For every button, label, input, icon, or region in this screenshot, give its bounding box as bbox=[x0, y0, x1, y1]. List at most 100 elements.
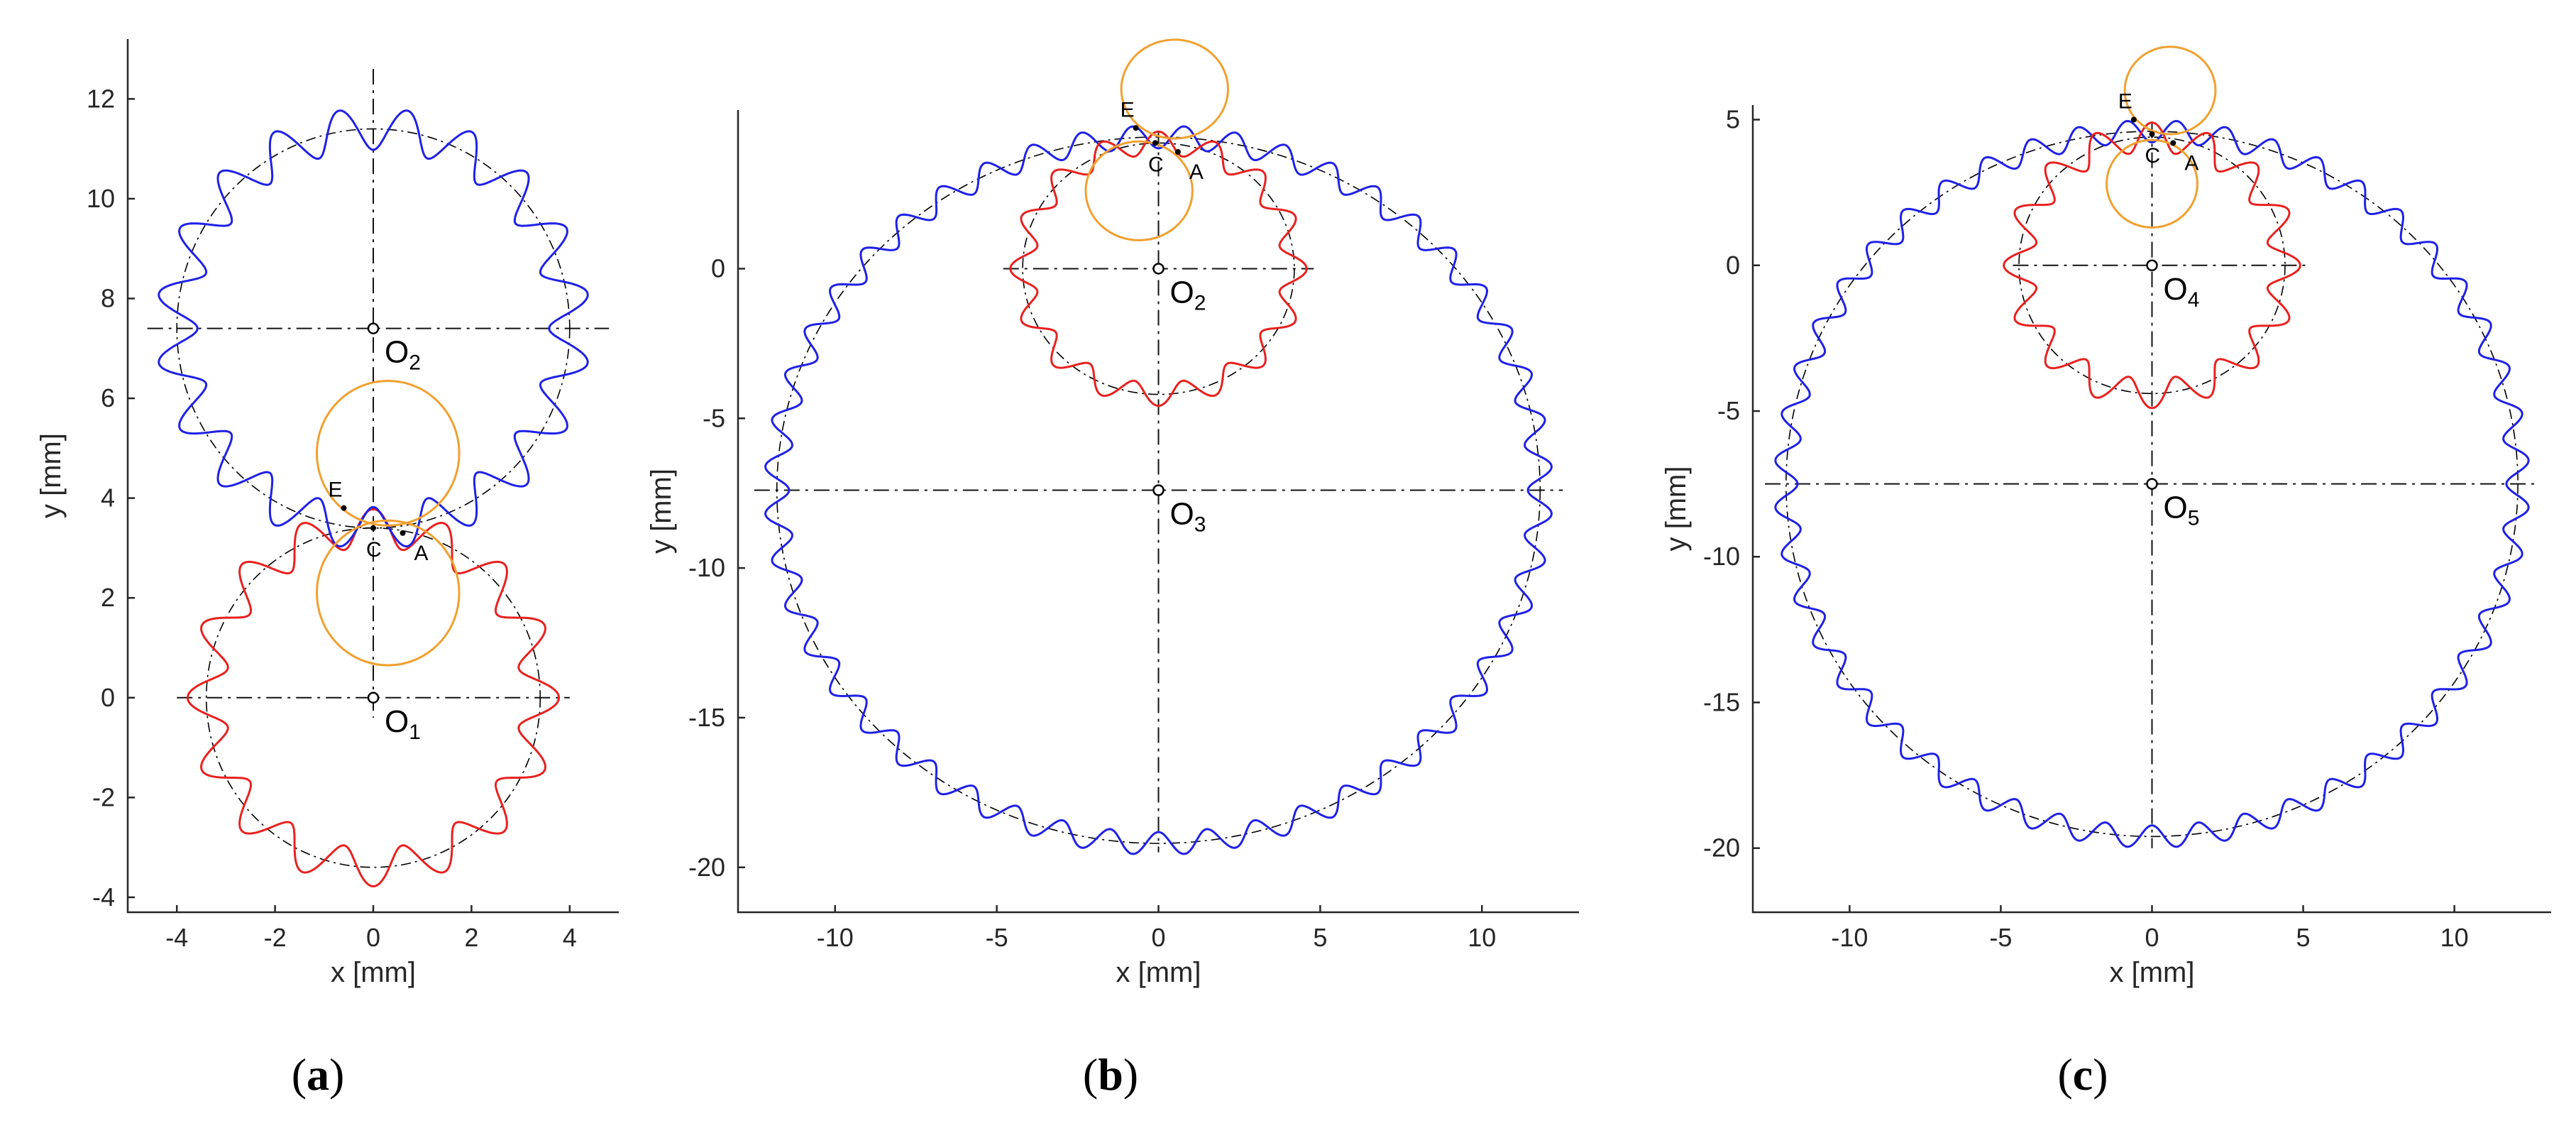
gear-center-marker bbox=[2146, 478, 2158, 490]
gear-center-marker bbox=[1152, 263, 1165, 275]
contact-circle bbox=[1120, 38, 1229, 140]
y-tick-label: -2 bbox=[92, 782, 115, 811]
point-label-a: A bbox=[1189, 160, 1204, 184]
y-tick-label: -20 bbox=[688, 853, 725, 882]
x-tick-label: 5 bbox=[2296, 923, 2311, 952]
x-tick-label: -4 bbox=[165, 923, 188, 952]
contact-circle bbox=[2123, 45, 2217, 136]
y-tick-label: 5 bbox=[1726, 105, 1740, 134]
gear-center-marker bbox=[1152, 484, 1165, 496]
x-tick-label: 5 bbox=[1313, 923, 1327, 952]
y-tick-label: 10 bbox=[87, 184, 115, 213]
point-label-e: E bbox=[328, 478, 342, 502]
y-tick-label: 8 bbox=[101, 283, 115, 312]
panel-label: (c) bbox=[2057, 1049, 2108, 1100]
contact-circle bbox=[2106, 138, 2198, 229]
point-c bbox=[370, 525, 376, 531]
gear-center-subscript: 2 bbox=[409, 351, 421, 375]
point-label-c: C bbox=[2145, 144, 2161, 168]
x-tick-label: -5 bbox=[1989, 923, 2012, 952]
blue-gear-profile bbox=[158, 109, 589, 548]
point-e bbox=[2130, 116, 2137, 123]
gear-center-subscript: 1 bbox=[409, 721, 421, 744]
y-tick-label: 0 bbox=[1726, 251, 1740, 280]
point-label-a: A bbox=[2184, 151, 2198, 175]
y-tick-label: -15 bbox=[1703, 687, 1740, 716]
y-tick-label: 4 bbox=[101, 483, 115, 513]
gear-center-subscript: 2 bbox=[1194, 291, 1206, 314]
y-tick-label: -10 bbox=[688, 553, 725, 582]
pitch-circle bbox=[1022, 142, 1295, 395]
point-label-e: E bbox=[1121, 98, 1135, 121]
y-axis-label: y [mm] bbox=[646, 469, 677, 554]
contact-circle bbox=[315, 519, 461, 667]
panel-label: (b) bbox=[1083, 1049, 1138, 1100]
y-tick-label: -10 bbox=[1703, 542, 1740, 571]
x-axis-label: x [mm] bbox=[331, 957, 416, 988]
y-tick-label: 6 bbox=[101, 383, 115, 412]
x-axis-label: x [mm] bbox=[1116, 957, 1201, 988]
point-e bbox=[1133, 125, 1139, 131]
axis-lines bbox=[737, 110, 1579, 914]
point-label-c: C bbox=[1148, 153, 1164, 176]
y-tick-label: -4 bbox=[92, 882, 115, 912]
panel-label: (a) bbox=[292, 1049, 345, 1100]
y-tick-label: 0 bbox=[101, 683, 115, 712]
red-gear-profile bbox=[2003, 121, 2301, 410]
gear-center-label: O4 bbox=[2164, 272, 2200, 312]
gear-center-label: O2 bbox=[1170, 275, 1206, 314]
contact-circle bbox=[315, 379, 461, 527]
gear-center-label: O3 bbox=[1170, 496, 1206, 536]
point-c bbox=[1152, 140, 1158, 146]
y-tick-label: -5 bbox=[1717, 396, 1740, 425]
gear-center-subscript: 5 bbox=[2188, 507, 2200, 530]
x-tick-label: 4 bbox=[563, 923, 577, 952]
point-c bbox=[2149, 131, 2155, 138]
y-tick-label: 0 bbox=[711, 253, 725, 283]
point-a bbox=[1174, 149, 1181, 155]
x-tick-label: -2 bbox=[264, 923, 287, 952]
x-tick-label: 0 bbox=[1151, 923, 1165, 952]
point-label-c: C bbox=[366, 538, 382, 562]
y-tick-label: 2 bbox=[101, 583, 115, 612]
point-a bbox=[400, 530, 406, 536]
axis-lines bbox=[126, 39, 619, 914]
point-label-a: A bbox=[414, 542, 429, 565]
x-tick-label: -10 bbox=[1831, 923, 1868, 952]
red-gear-profile bbox=[186, 508, 561, 888]
gear-center-marker bbox=[367, 691, 380, 704]
y-tick-label: -15 bbox=[688, 703, 725, 732]
x-tick-label: 2 bbox=[464, 923, 478, 952]
contact-circle bbox=[1084, 140, 1194, 241]
gear-center-label: O1 bbox=[385, 704, 421, 744]
axis-lines bbox=[1751, 105, 2551, 914]
pitch-circle bbox=[2018, 136, 2286, 395]
blue-gear-profile bbox=[764, 125, 1553, 855]
gear-center-label: O5 bbox=[2164, 491, 2200, 530]
blue-gear-profile bbox=[1774, 119, 2530, 848]
gear-center-subscript: 3 bbox=[1194, 513, 1206, 536]
x-tick-label: 0 bbox=[366, 923, 380, 952]
x-axis-label: x [mm] bbox=[2110, 957, 2195, 988]
red-gear-profile bbox=[1009, 130, 1308, 407]
pitch-circle bbox=[205, 527, 541, 868]
x-tick-label: -10 bbox=[817, 923, 854, 952]
point-a bbox=[2170, 140, 2176, 146]
gear-center-subscript: 4 bbox=[2188, 288, 2200, 312]
x-tick-label: 0 bbox=[2145, 923, 2159, 952]
panel-b: -10 -5 0 5 10 -20 -15 -10 -5 0 x [mm] y [mm] E C A O2 O3… bbox=[646, 38, 1579, 1100]
x-tick-label: -5 bbox=[986, 923, 1008, 952]
y-axis-label: y [mm] bbox=[1661, 466, 1692, 552]
y-axis-label: y [mm] bbox=[35, 433, 67, 518]
y-tick-label: -20 bbox=[1703, 833, 1740, 863]
gear-center-label: O2 bbox=[385, 335, 421, 375]
gear-center-marker bbox=[2146, 259, 2158, 272]
y-tick-label: 12 bbox=[87, 84, 115, 113]
point-e bbox=[341, 505, 347, 511]
x-tick-label: 10 bbox=[2440, 923, 2469, 952]
gear-center-marker bbox=[367, 322, 380, 334]
panel-c: -10 -5 0 5 10 -20 -15 -10 -5 0 5 x [mm] y [mm] E C A O4 O… bbox=[1661, 45, 2551, 1100]
x-tick-label: 10 bbox=[1468, 923, 1496, 952]
